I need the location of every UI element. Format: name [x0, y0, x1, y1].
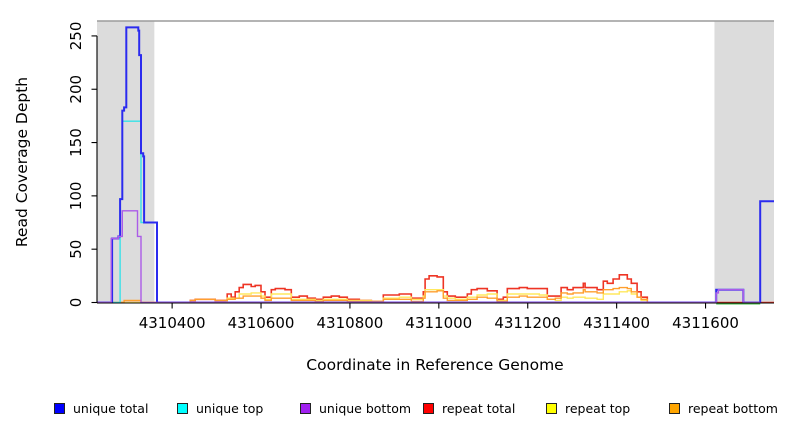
legend-item-unique-total: unique total: [54, 401, 148, 416]
y-tick-label: 100: [67, 182, 85, 211]
y-tick-label: 250: [67, 22, 85, 51]
legend-swatch-unique-top: [177, 403, 188, 414]
legend-label: unique bottom: [319, 401, 412, 416]
y-axis-ticks: 0 50 100 150 200 250: [67, 22, 97, 308]
legend-label: repeat total: [442, 401, 516, 416]
series-line-repeat-bottom: [97, 286, 648, 304]
y-tick-label: 50: [67, 240, 85, 259]
legend-label: repeat bottom: [688, 401, 778, 416]
series-line-unique-bottom: [97, 210, 761, 304]
x-tick-label: 4310800: [317, 314, 384, 332]
y-tick-label: 150: [67, 128, 85, 157]
masked-region: [714, 21, 774, 303]
x-tick-label: 4310400: [139, 314, 206, 332]
legend-swatch-unique-bottom: [300, 403, 311, 414]
x-axis-ticks: 4310400 4310600 4310800 4311000 4311200 43114…: [139, 303, 739, 332]
series-line-unique-total: [97, 26, 774, 304]
legend-label: unique top: [196, 401, 264, 416]
legend-item-unique-bottom: unique bottom: [300, 401, 411, 416]
shaded-regions: [97, 21, 774, 303]
chart-legend: unique total unique top unique bottom repea…: [0, 399, 792, 425]
series-line-repeat-top: [97, 289, 648, 304]
y-tick-label: 0: [67, 298, 85, 308]
legend-item-repeat-top: repeat top: [546, 401, 630, 416]
legend-item-repeat-total: repeat total: [423, 401, 515, 416]
series-lines: [97, 26, 774, 305]
coverage-plot: 4310400 4310600 4310800 4311000 4311200 43114…: [13, 20, 774, 374]
x-tick-label: 4311400: [583, 314, 650, 332]
x-axis-title: Coordinate in Reference Genome: [306, 356, 563, 374]
legend-item-unique-top: unique top: [177, 401, 263, 416]
y-tick-label: 200: [67, 75, 85, 104]
legend-swatch-unique-total: [54, 403, 65, 414]
x-tick-label: 4311600: [672, 314, 739, 332]
series-line-repeat-total: [97, 274, 774, 304]
x-tick-label: 4311000: [405, 314, 472, 332]
legend-swatch-repeat-total: [423, 403, 434, 414]
legend-label: repeat top: [565, 401, 631, 416]
legend-swatch-repeat-bottom: [669, 403, 680, 414]
x-tick-label: 4311200: [494, 314, 561, 332]
legend-swatch-repeat-top: [546, 403, 557, 414]
y-axis-title: Read Coverage Depth: [13, 77, 31, 247]
legend-label: unique total: [73, 401, 149, 416]
legend-item-repeat-bottom: repeat bottom: [669, 401, 778, 416]
x-tick-label: 4310600: [228, 314, 295, 332]
